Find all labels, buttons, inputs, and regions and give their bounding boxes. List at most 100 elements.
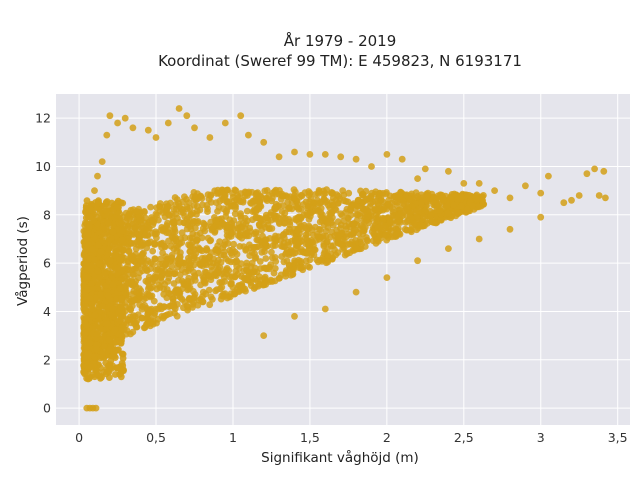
data-point <box>352 237 359 244</box>
data-point <box>118 332 126 340</box>
data-point <box>117 313 125 320</box>
data-point <box>324 258 332 266</box>
data-point <box>144 126 152 134</box>
data-point <box>151 230 159 238</box>
data-point <box>109 305 117 313</box>
data-point <box>337 210 345 218</box>
data-point <box>202 290 210 298</box>
data-point <box>278 192 286 200</box>
data-point <box>237 190 245 197</box>
data-point <box>158 313 166 320</box>
data-point <box>218 279 226 286</box>
data-point <box>427 212 435 220</box>
data-point <box>265 225 273 233</box>
data-point <box>358 240 365 248</box>
data-point <box>285 261 293 269</box>
data-point <box>131 280 139 288</box>
data-point <box>229 193 237 201</box>
data-point <box>334 249 342 256</box>
data-point <box>84 286 92 293</box>
data-point <box>256 258 264 265</box>
data-point <box>196 229 204 237</box>
data-point <box>343 250 351 258</box>
data-point <box>149 247 157 255</box>
data-point <box>522 182 529 190</box>
data-point <box>420 213 427 221</box>
data-point <box>377 222 384 230</box>
data-point <box>203 246 211 254</box>
data-point <box>279 243 287 251</box>
data-point <box>181 298 189 306</box>
data-point <box>99 349 106 357</box>
x-tick-label: 3,5 <box>608 430 628 445</box>
data-point <box>136 232 144 239</box>
data-point <box>291 148 298 156</box>
data-point <box>450 190 458 198</box>
y-axis-label: Vågperiod (s) <box>14 216 31 306</box>
data-point <box>164 219 171 227</box>
data-point <box>235 265 243 272</box>
data-point <box>347 206 355 214</box>
data-point <box>267 276 275 284</box>
data-point <box>121 114 129 122</box>
data-point <box>201 254 209 262</box>
data-point <box>260 138 268 146</box>
data-point <box>226 246 234 254</box>
data-point <box>224 186 232 194</box>
data-point <box>114 119 121 127</box>
data-point <box>187 210 195 218</box>
data-point <box>145 276 153 284</box>
data-point <box>232 202 240 210</box>
data-point <box>324 219 332 227</box>
data-point <box>116 256 124 264</box>
data-point <box>176 257 184 265</box>
data-point <box>263 187 271 194</box>
data-point <box>104 219 112 227</box>
data-point <box>86 373 94 381</box>
data-point <box>211 214 218 221</box>
data-point <box>437 216 445 224</box>
data-point <box>163 204 171 212</box>
y-tick-label: 2 <box>43 352 51 367</box>
data-point <box>195 244 203 252</box>
data-point <box>141 232 149 239</box>
data-point <box>591 165 598 173</box>
chart-title-line-2: Koordinat (Sweref 99 TM): E 459823, N 61… <box>158 52 522 70</box>
data-point <box>111 326 119 334</box>
data-point <box>199 219 207 227</box>
data-point <box>170 303 178 311</box>
data-point <box>436 207 444 214</box>
data-point <box>226 273 234 281</box>
data-point <box>450 201 457 209</box>
chart-title-line-1: År 1979 - 2019 <box>284 31 397 50</box>
data-point <box>109 281 117 288</box>
data-point <box>128 240 136 247</box>
data-point <box>214 247 222 255</box>
data-point <box>139 239 147 247</box>
data-point <box>305 188 313 195</box>
data-point <box>193 236 201 244</box>
data-point <box>270 269 278 277</box>
data-point <box>337 153 345 161</box>
data-point <box>95 199 103 207</box>
data-point <box>329 254 337 262</box>
data-point <box>162 261 170 269</box>
data-point <box>171 269 179 276</box>
data-point <box>537 189 545 197</box>
data-point <box>94 172 101 180</box>
data-point <box>135 274 142 282</box>
data-point <box>383 151 391 158</box>
data-point <box>267 261 275 269</box>
data-point <box>290 194 298 202</box>
x-tick-label: 0 <box>75 430 83 445</box>
data-point <box>138 224 146 232</box>
data-point <box>95 260 103 268</box>
data-point <box>234 270 242 278</box>
data-point <box>382 231 390 239</box>
data-point <box>213 190 221 197</box>
data-point <box>91 256 98 264</box>
data-point <box>173 312 181 320</box>
data-point <box>353 245 361 253</box>
data-point <box>159 209 167 217</box>
data-point <box>101 271 108 278</box>
